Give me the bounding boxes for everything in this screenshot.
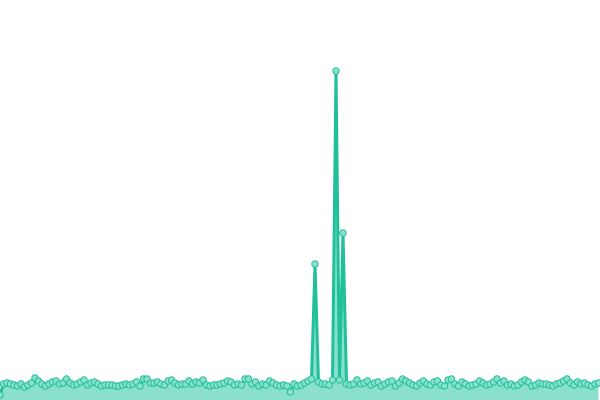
data-point (325, 381, 333, 389)
data-point (80, 376, 88, 384)
data-point (307, 375, 316, 383)
data-point (286, 388, 295, 396)
series-area (0, 71, 599, 400)
data-point (335, 376, 344, 384)
data-point (27, 379, 36, 387)
data-point (136, 382, 144, 390)
data-point (244, 375, 253, 383)
data-point (0, 391, 4, 399)
data-point (332, 67, 340, 75)
data-point (199, 376, 207, 384)
series-markers (0, 67, 600, 399)
data-point (447, 375, 456, 383)
data-point (388, 377, 396, 385)
data-point (328, 376, 337, 384)
data-point (440, 382, 449, 390)
series-line (0, 69, 599, 396)
data-point (594, 379, 600, 387)
data-point (339, 229, 347, 237)
data-point (311, 260, 319, 268)
data-point (237, 381, 246, 389)
data-point (283, 382, 291, 390)
